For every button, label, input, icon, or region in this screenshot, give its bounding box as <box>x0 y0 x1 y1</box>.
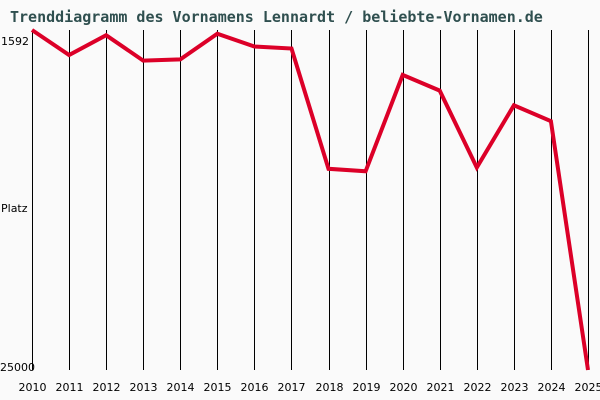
x-axis-label-2020: 2020 <box>389 381 418 394</box>
x-axis-label-2014: 2014 <box>166 381 195 394</box>
y-axis-title: Platz <box>1 202 28 215</box>
x-axis-label-2011: 2011 <box>55 381 84 394</box>
x-axis-label-2017: 2017 <box>277 381 306 394</box>
y-axis-top-label: 1592 <box>1 35 29 48</box>
x-axis-label-2022: 2022 <box>463 381 492 394</box>
x-axis-label-2010: 2010 <box>18 381 47 394</box>
y-axis-bottom-label: 25000 <box>0 361 35 374</box>
x-axis-label-2015: 2015 <box>203 381 232 394</box>
trend-line <box>30 28 590 371</box>
x-axis-label-2025: 2025 <box>574 381 600 394</box>
x-axis-label-2016: 2016 <box>240 381 269 394</box>
x-axis-label-2019: 2019 <box>352 381 381 394</box>
x-axis-label-2012: 2012 <box>92 381 121 394</box>
x-axis-label-2023: 2023 <box>500 381 529 394</box>
x-axis-label-2021: 2021 <box>426 381 455 394</box>
x-axis-label-2013: 2013 <box>129 381 158 394</box>
chart-title: Trenddiagramm des Vornamens Lennardt / b… <box>10 8 543 26</box>
x-axis-label-2024: 2024 <box>537 381 566 394</box>
x-axis-label-2018: 2018 <box>315 381 344 394</box>
